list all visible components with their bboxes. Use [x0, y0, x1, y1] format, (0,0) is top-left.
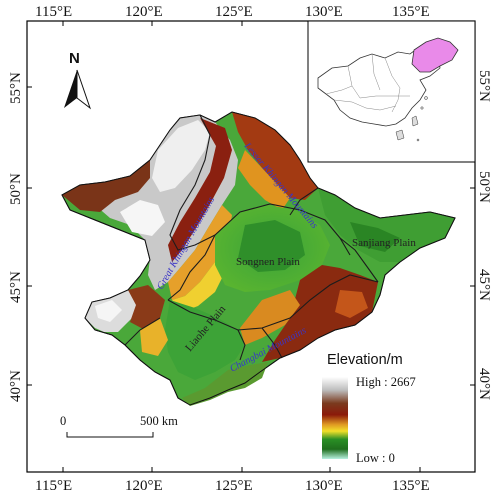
- lat-tick-right-40: 40°N: [476, 368, 492, 400]
- region-west-brown: [62, 160, 150, 212]
- lon-tick-top-135: 135°E: [392, 4, 430, 20]
- label-sanjiang-plain: Sanjiang Plain: [352, 237, 416, 249]
- legend-color-ramp: [322, 377, 348, 459]
- lat-tick-left-40: 40°N: [8, 370, 24, 402]
- lon-tick-bottom-135: 135°E: [392, 478, 430, 494]
- inset-northeast-highlight: [411, 37, 459, 73]
- lon-tick-top-130: 130°E: [305, 4, 343, 20]
- label-songnen-plain: Songnen Plain: [236, 256, 300, 268]
- scale-bar: 0 500 km: [60, 414, 178, 438]
- china-inset-map: [307, 20, 476, 163]
- lon-tick-bottom-120: 120°E: [125, 478, 163, 494]
- lon-tick-bottom-130: 130°E: [305, 478, 343, 494]
- lat-tick-left-50: 50°N: [8, 173, 24, 205]
- lat-tick-right-45: 45°N: [476, 269, 492, 301]
- region-changbai-mountains: [262, 265, 378, 362]
- province-borders: [124, 114, 379, 361]
- north-label: N: [69, 50, 80, 67]
- region-great-khingan-high: [95, 115, 238, 290]
- elevation-region: [61, 111, 456, 406]
- lat-tick-left-55: 55°N: [8, 72, 24, 104]
- north-arrow-icon: N: [64, 50, 92, 110]
- lat-tick-left-45: 45°N: [8, 271, 24, 303]
- scale-bar-start: 0: [60, 414, 66, 428]
- lon-tick-top-115: 115°E: [35, 4, 72, 20]
- legend-high-label: High : 2667: [356, 375, 416, 389]
- region-liaohe-plain: [165, 300, 245, 380]
- graticule-ticks: [27, 21, 475, 472]
- region-lesser-khingan: [232, 112, 318, 200]
- lat-tick-right-55: 55°N: [476, 70, 492, 102]
- elevation-legend: Elevation/m High : 2667 Low : 0: [322, 352, 416, 465]
- lon-tick-bottom-125: 125°E: [215, 478, 253, 494]
- lon-tick-bottom-115: 115°E: [35, 478, 72, 494]
- legend-low-label: Low : 0: [356, 451, 395, 465]
- scale-bar-end: 500 km: [140, 414, 178, 428]
- legend-title: Elevation/m: [327, 352, 403, 368]
- lon-tick-top-120: 120°E: [125, 4, 163, 20]
- lon-tick-top-125: 125°E: [215, 4, 253, 20]
- lat-tick-right-50: 50°N: [476, 171, 492, 203]
